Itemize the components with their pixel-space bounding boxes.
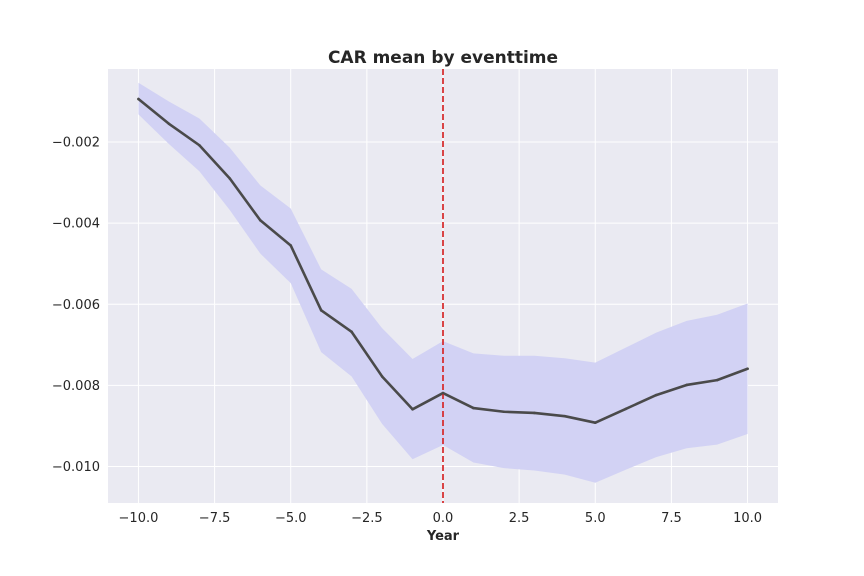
y-tick-labels: −0.002 −0.004 −0.006 −0.008 −0.010 — [52, 136, 100, 475]
x-axis-label: Year — [426, 529, 460, 544]
data-point — [685, 383, 688, 387]
data-point — [289, 244, 293, 247]
y-tick-label: −0.006 — [52, 298, 100, 313]
data-point — [715, 378, 719, 382]
x-tick-label: −5.0 — [275, 511, 307, 526]
y-tick-label: −0.008 — [52, 379, 100, 394]
data-point — [654, 393, 658, 397]
data-point — [228, 177, 232, 180]
data-point — [198, 143, 201, 147]
data-point — [137, 97, 140, 101]
data-point — [167, 122, 171, 126]
x-tick-label: 7.5 — [661, 511, 682, 526]
y-tick-label: −0.004 — [52, 217, 100, 232]
data-points — [137, 97, 749, 424]
data-point — [472, 406, 475, 410]
data-point — [533, 411, 536, 415]
data-point — [593, 421, 597, 424]
confidence-band — [138, 82, 748, 483]
x-tick-label: 5.0 — [585, 511, 606, 526]
data-point — [350, 330, 353, 334]
data-point — [258, 218, 262, 222]
data-point — [624, 407, 628, 411]
x-tick-label: 10.0 — [733, 511, 762, 526]
y-tick-label: −0.010 — [52, 460, 100, 475]
data-point — [411, 408, 414, 411]
x-tick-label: −2.5 — [351, 511, 383, 526]
x-tick-label: 2.5 — [509, 511, 530, 526]
chart-title: CAR mean by eventtime — [328, 48, 558, 68]
y-tick-label: −0.002 — [52, 136, 100, 151]
x-tick-labels: −10.0 −7.5 −5.0 −2.5 0.0 2.5 5.0 7.5 10.0 — [119, 511, 762, 526]
data-point — [563, 414, 567, 418]
data-point — [746, 367, 749, 371]
x-tick-label: −7.5 — [199, 511, 231, 526]
data-point — [380, 375, 384, 378]
x-tick-label: −10.0 — [119, 511, 159, 526]
x-tick-label: 0.0 — [433, 511, 454, 526]
data-point — [319, 309, 323, 312]
data-point — [441, 391, 445, 395]
data-point — [502, 410, 506, 414]
